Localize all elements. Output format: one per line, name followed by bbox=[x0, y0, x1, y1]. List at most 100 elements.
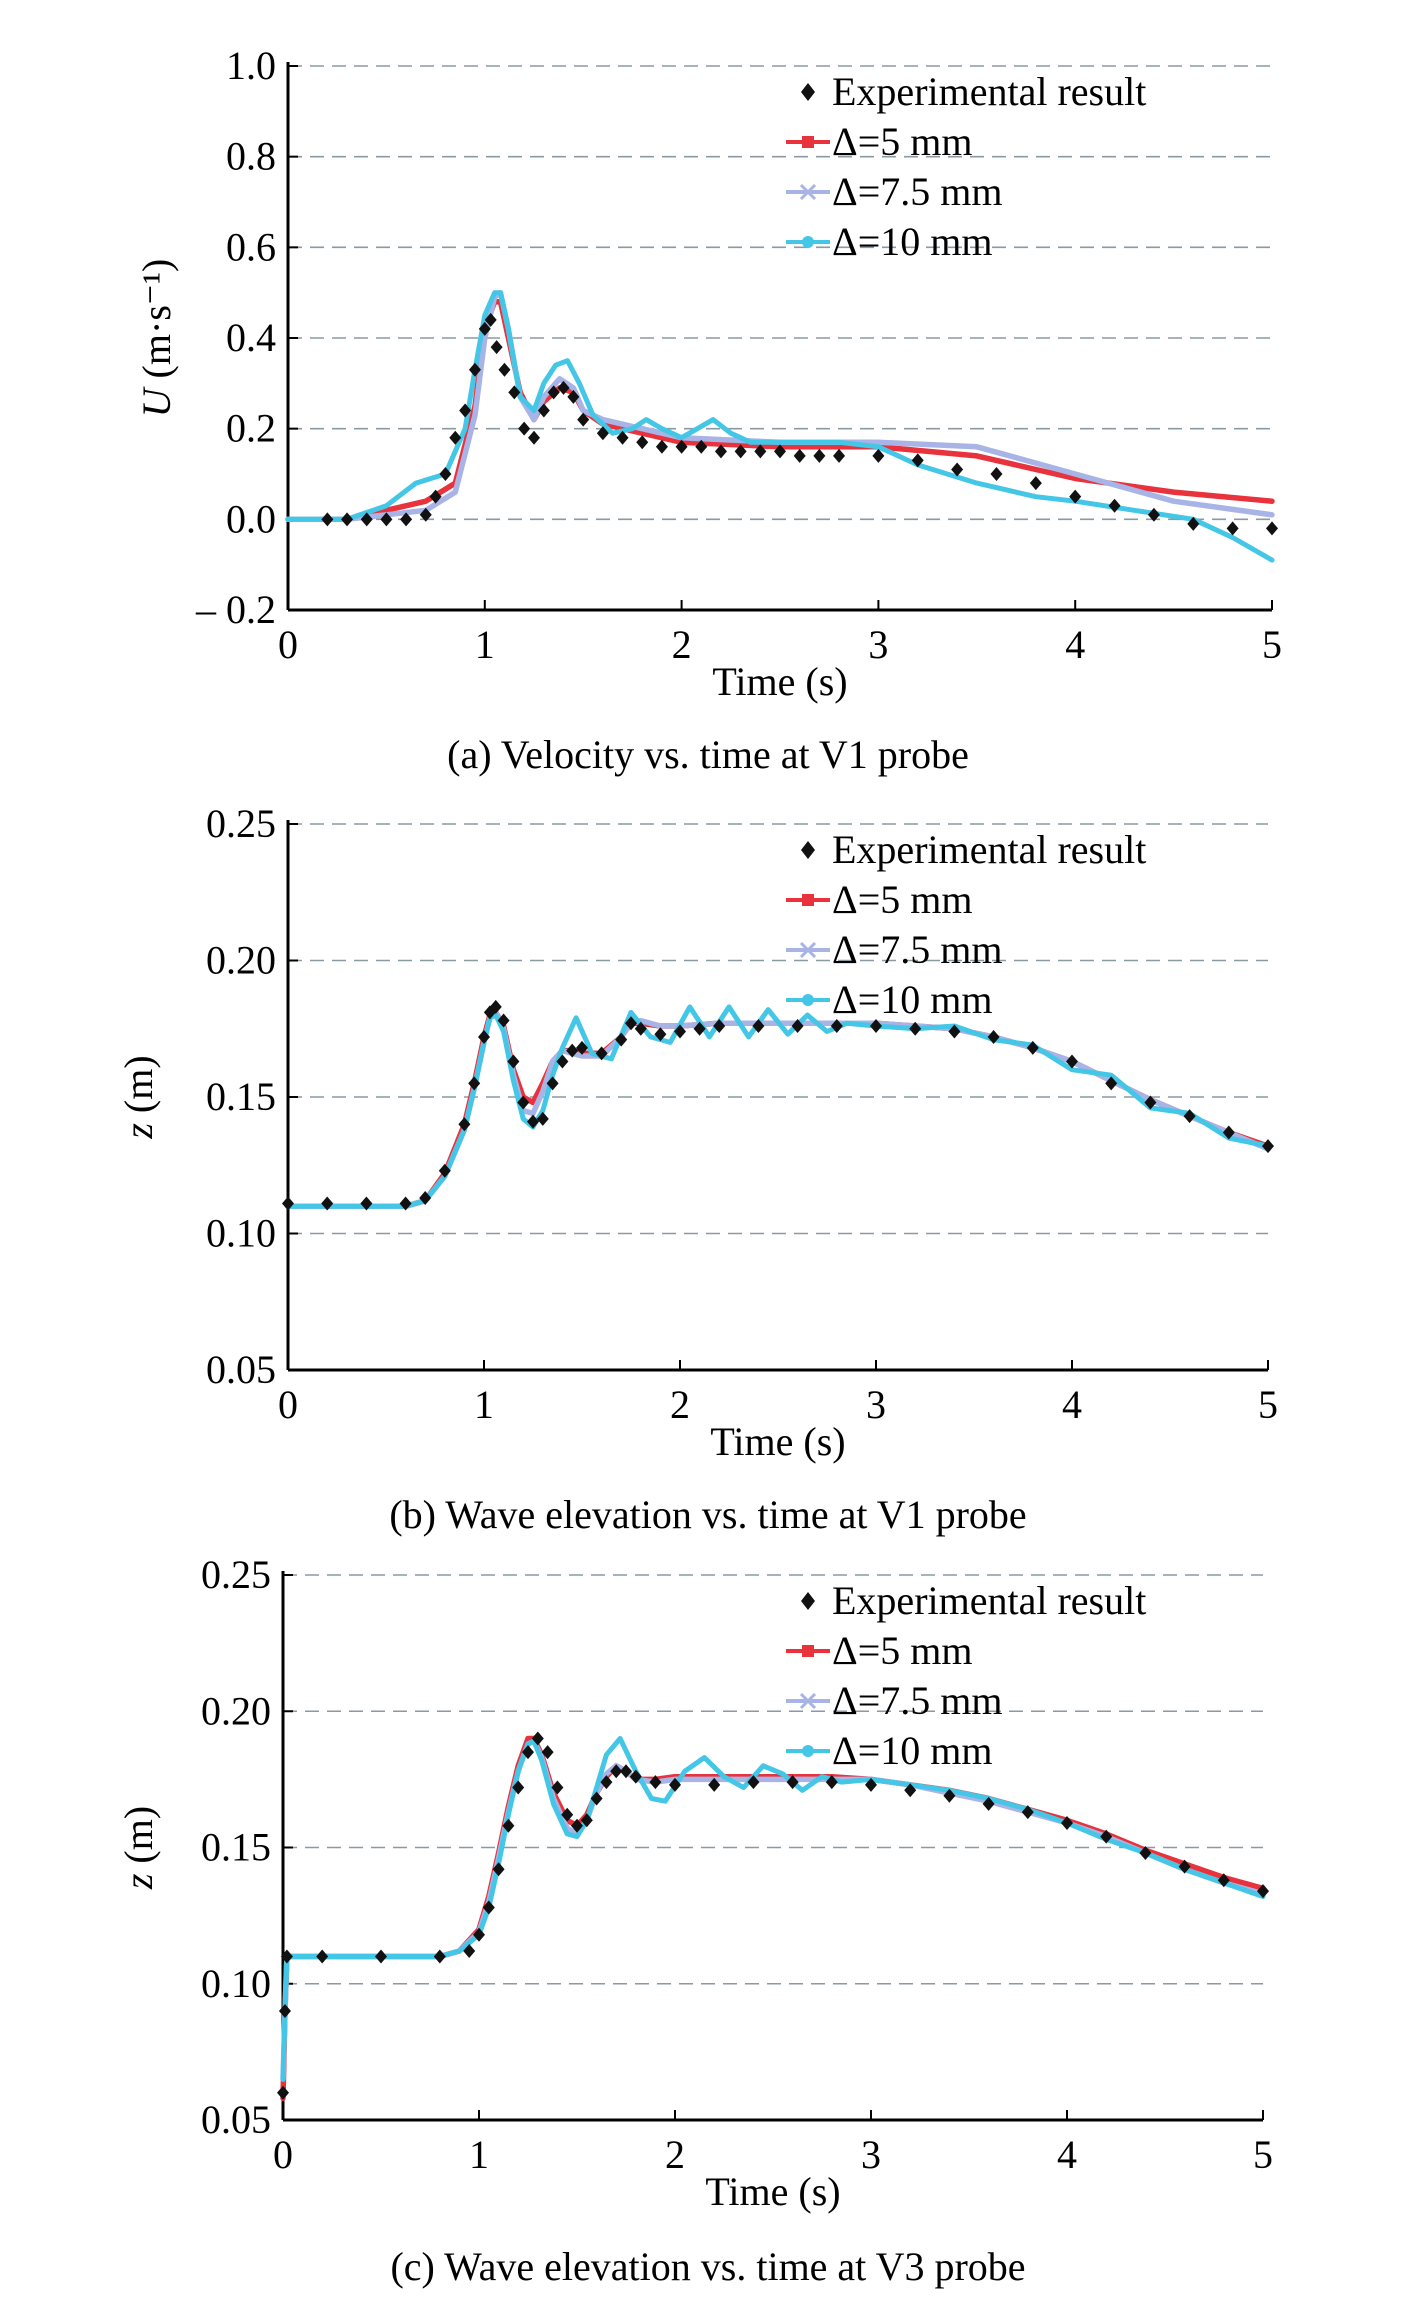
data-point bbox=[484, 312, 497, 327]
legend-marker-diamond bbox=[801, 1592, 815, 1610]
data-point bbox=[561, 1807, 574, 1822]
legend-marker-cross bbox=[799, 1692, 817, 1710]
data-point bbox=[1069, 489, 1082, 504]
x-tick-label: 5 bbox=[1258, 1382, 1278, 1427]
data-point bbox=[600, 1775, 613, 1790]
data-point bbox=[590, 1791, 603, 1806]
legend-marker-square bbox=[802, 1645, 814, 1657]
data-point bbox=[1257, 1884, 1269, 1899]
data-point bbox=[576, 1040, 588, 1055]
data-point bbox=[508, 385, 521, 400]
data-point bbox=[433, 1949, 446, 1964]
data-point bbox=[791, 1019, 804, 1034]
y-axis-variable: U bbox=[134, 385, 179, 417]
data-point bbox=[982, 1796, 995, 1811]
legend-marker-dot bbox=[802, 1745, 814, 1757]
legend-marker-square bbox=[802, 136, 814, 148]
y-tick-label: 0.25 bbox=[206, 801, 276, 846]
data-point bbox=[321, 1196, 334, 1211]
x-tick-label: 1 bbox=[469, 2132, 489, 2177]
legend: Experimental result Δ=5 mm Δ=7.5 mm Δ=10 mm bbox=[786, 69, 1146, 264]
data-point bbox=[463, 1944, 476, 1959]
data-point bbox=[571, 1818, 583, 1833]
data-point bbox=[438, 1163, 451, 1178]
data-point bbox=[904, 1783, 917, 1798]
data-point bbox=[629, 1769, 642, 1784]
data-point bbox=[282, 1196, 294, 1211]
data-point bbox=[695, 439, 708, 454]
data-point bbox=[547, 385, 560, 400]
series-line-2 bbox=[285, 1009, 1271, 1209]
panel-caption: (a) Velocity vs. time at V1 probe bbox=[447, 732, 969, 777]
data-point bbox=[870, 1019, 882, 1034]
legend-marker-diamond bbox=[801, 841, 815, 859]
data-point bbox=[616, 430, 629, 445]
legend-label: Δ=7.5 mm bbox=[832, 927, 1003, 972]
data-point bbox=[865, 1777, 877, 1792]
legend: Experimental result Δ=5 mm Δ=7.5 mm Δ=10 mm bbox=[786, 1578, 1146, 1773]
data-point bbox=[439, 467, 452, 481]
legend-marker-square bbox=[802, 894, 814, 906]
x-tick-label: 3 bbox=[868, 622, 888, 667]
x-tick-label: 4 bbox=[1062, 1382, 1082, 1427]
y-axis-unit: (m) bbox=[116, 1806, 161, 1874]
x-tick-label: 2 bbox=[672, 622, 692, 667]
data-point bbox=[502, 1818, 515, 1833]
x-tick-label: 0 bbox=[278, 622, 298, 667]
data-point bbox=[566, 1043, 579, 1058]
x-tick-label: 2 bbox=[670, 1382, 690, 1427]
x-tick-label: 5 bbox=[1262, 622, 1282, 667]
data-point bbox=[1029, 476, 1042, 491]
data-point bbox=[459, 403, 472, 418]
series-experimental-markers bbox=[277, 1731, 1269, 2100]
chart-panel-1: – 0.2 0.0 0.2 0.4 0.6 0.8 1.0 0 1 2 3 4 5 Time (s) U (… bbox=[134, 43, 1282, 777]
x-tick-label: 3 bbox=[866, 1382, 886, 1427]
data-point bbox=[1021, 1805, 1034, 1820]
data-point bbox=[911, 453, 924, 468]
data-point bbox=[577, 412, 590, 427]
y-tick-label: 0.20 bbox=[201, 1688, 271, 1733]
legend-label: Δ=10 mm bbox=[832, 977, 993, 1022]
legend-marker-cross bbox=[799, 183, 817, 201]
y-tick-label: 0.05 bbox=[206, 1347, 276, 1392]
legend-label: Experimental result bbox=[832, 827, 1146, 872]
y-tick-label: 0.15 bbox=[201, 1825, 271, 1870]
y-axis-variable: z bbox=[116, 1873, 161, 1890]
legend-label: Experimental result bbox=[832, 1578, 1146, 1623]
data-point bbox=[654, 1027, 667, 1042]
data-point bbox=[1147, 507, 1160, 522]
data-point bbox=[478, 1029, 490, 1044]
data-point bbox=[1226, 521, 1239, 536]
data-point bbox=[278, 2004, 291, 2018]
data-point bbox=[708, 1777, 721, 1792]
data-point bbox=[675, 439, 688, 454]
data-point bbox=[321, 512, 334, 527]
data-point bbox=[634, 1021, 647, 1036]
legend-label: Δ=10 mm bbox=[832, 219, 993, 264]
x-tick-label: 2 bbox=[665, 2132, 685, 2177]
series-line-2 bbox=[280, 1738, 1266, 2082]
data-point bbox=[528, 430, 540, 445]
data-point bbox=[655, 439, 668, 454]
data-point bbox=[375, 1949, 387, 1964]
data-point bbox=[872, 448, 885, 463]
legend-marker-cross bbox=[799, 941, 817, 959]
data-point bbox=[489, 999, 502, 1014]
data-point bbox=[786, 1775, 799, 1790]
data-point bbox=[830, 1019, 843, 1034]
chart-panel-3: 0.05 0.10 0.15 0.20 0.25 0 1 2 3 4 5 Time (s) z (m) E… bbox=[116, 1552, 1273, 2289]
series-line-1 bbox=[285, 1009, 1271, 1209]
series-experimental-markers bbox=[321, 312, 1278, 536]
data-point bbox=[419, 1191, 432, 1206]
data-point bbox=[360, 512, 373, 527]
data-point bbox=[468, 362, 481, 377]
data-point bbox=[497, 1013, 510, 1028]
y-tick-label: 0.25 bbox=[201, 1552, 271, 1597]
data-point bbox=[567, 389, 580, 404]
y-tick-label: 0.20 bbox=[206, 938, 276, 983]
data-point bbox=[449, 430, 462, 445]
data-point bbox=[468, 1076, 481, 1091]
data-point bbox=[747, 1775, 760, 1790]
panel-caption: (c) Wave elevation vs. time at V3 probe bbox=[390, 2244, 1025, 2289]
